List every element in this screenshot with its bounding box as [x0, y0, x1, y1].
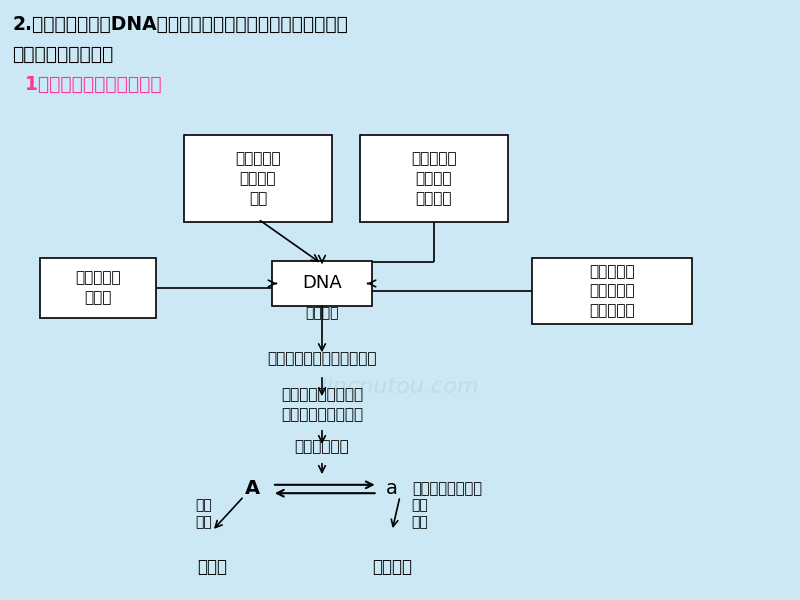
Text: （产生等位基因）: （产生等位基因）	[412, 481, 482, 497]
Text: 脱氧核苷酸种类、数
量、排列顺序的改变: 脱氧核苷酸种类、数 量、排列顺序的改变	[281, 388, 363, 422]
FancyBboxPatch shape	[360, 135, 508, 222]
Text: 减数
分裂: 减数 分裂	[412, 498, 428, 529]
Text: 生殖细胞: 生殖细胞	[372, 558, 412, 576]
Text: 2.基因突变是由于DNA片段发生碱基对的增添、缺失和替换引: 2.基因突变是由于DNA片段发生碱基对的增添、缺失和替换引	[12, 15, 348, 34]
Text: 起的基因结构的改变: 起的基因结构的改变	[12, 45, 114, 64]
Text: （间期）: （间期）	[306, 306, 338, 320]
Text: Jincnutou.com: Jincnutou.com	[321, 377, 479, 397]
FancyBboxPatch shape	[184, 135, 332, 222]
Text: 碱基对的增添、缺失、替换: 碱基对的增添、缺失、替换	[267, 352, 377, 367]
FancyBboxPatch shape	[532, 258, 692, 324]
Text: 化学因素：
亚硝酸、碱
基类似物等: 化学因素： 亚硝酸、碱 基类似物等	[589, 263, 635, 318]
Text: a: a	[386, 479, 398, 499]
Text: 有丝
分裂: 有丝 分裂	[196, 498, 212, 529]
Text: 基因结构改变: 基因结构改变	[294, 439, 350, 454]
Text: 体内因素：
异常的代
谢物质等: 体内因素： 异常的代 谢物质等	[411, 151, 457, 206]
Text: A: A	[245, 479, 259, 499]
Text: 1）．基因突变的原因分析: 1）．基因突变的原因分析	[12, 75, 162, 94]
Text: DNA: DNA	[302, 275, 342, 292]
FancyBboxPatch shape	[272, 261, 372, 306]
Text: 生物因素：
病毒等: 生物因素： 病毒等	[75, 271, 121, 305]
FancyBboxPatch shape	[40, 258, 156, 318]
Text: 物理因素：
射线、激
光等: 物理因素： 射线、激 光等	[235, 151, 281, 206]
Text: 体细胞: 体细胞	[197, 558, 227, 576]
